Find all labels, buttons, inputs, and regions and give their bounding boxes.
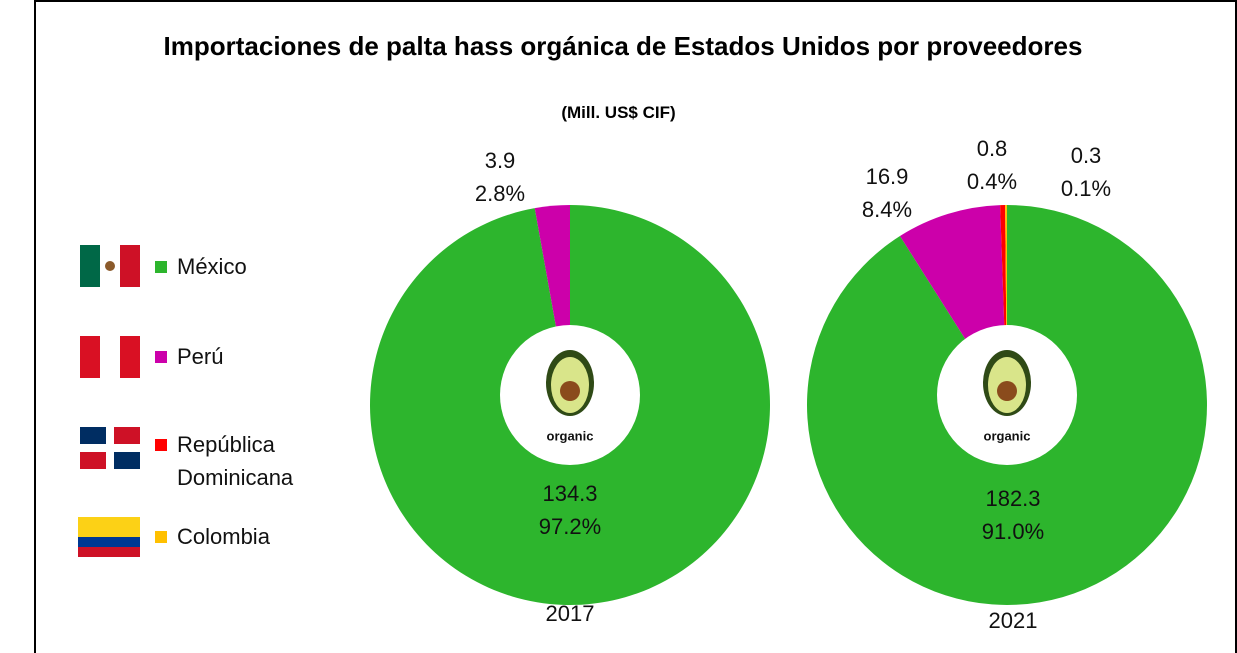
organic-icon: organic	[500, 325, 640, 465]
value-label: 3.9	[485, 148, 516, 173]
value-label: 16.9	[866, 164, 909, 189]
value-label: 182.3	[985, 486, 1040, 511]
legend-swatch	[155, 351, 167, 363]
icon-label: organic	[547, 428, 594, 443]
chart-subtitle: (Mill. US$ CIF)	[0, 103, 1237, 123]
percent-label: 91.0%	[982, 519, 1044, 544]
percent-label: 0.4%	[967, 169, 1017, 194]
legend-swatch	[155, 261, 167, 273]
chart: organic 134.3 97.2% 3.9 2.8% 2017 organic 182.3…	[0, 0, 1237, 653]
value-label: 0.8	[977, 136, 1008, 161]
flag-peru	[80, 336, 140, 378]
legend-label: República Dominicana	[177, 428, 347, 494]
pie-label: 2017	[546, 601, 595, 626]
legend-label: Perú	[177, 340, 347, 373]
organic-icon: organic	[937, 325, 1077, 465]
flag-dominican-republic	[80, 427, 140, 469]
legend-swatch	[155, 531, 167, 543]
flag-colombia	[78, 517, 140, 557]
legend-swatch	[155, 439, 167, 451]
legend-label: México	[177, 250, 347, 283]
icon-label: organic	[984, 428, 1031, 443]
percent-label: 8.4%	[862, 197, 912, 222]
percent-label: 2.8%	[475, 181, 525, 206]
chart-canvas: organic 134.3 97.2% 3.9 2.8% 2017 organic 182.3…	[0, 0, 1237, 653]
legend-label: Colombia	[177, 520, 347, 553]
flag-mexico	[80, 245, 140, 287]
percent-label: 97.2%	[539, 514, 601, 539]
chart-title: Importaciones de palta hass orgánica de …	[150, 30, 1096, 62]
percent-label: 0.1%	[1061, 176, 1111, 201]
value-label: 0.3	[1071, 143, 1102, 168]
pie-label: 2021	[989, 608, 1038, 633]
avocado-pit	[997, 381, 1017, 401]
avocado-pit	[560, 381, 580, 401]
value-label: 134.3	[542, 481, 597, 506]
